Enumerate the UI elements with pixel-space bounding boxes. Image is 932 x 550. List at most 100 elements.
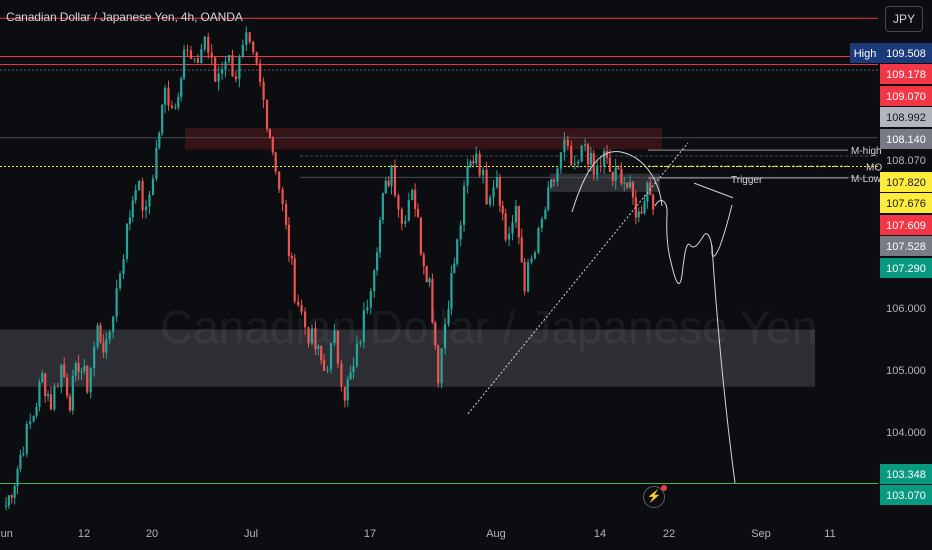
candle-body xyxy=(400,209,403,224)
candle-body xyxy=(35,406,38,417)
candle-body xyxy=(589,153,592,165)
candle-body xyxy=(540,218,544,228)
candle-body xyxy=(440,348,443,384)
candle-body xyxy=(56,386,59,388)
candle-body xyxy=(422,254,425,266)
candle-body xyxy=(22,453,25,456)
price-axis-label xyxy=(880,172,932,192)
candle-body xyxy=(200,49,203,63)
candle-body xyxy=(431,278,434,323)
price-axis-label xyxy=(880,215,932,235)
candle-body xyxy=(245,32,248,45)
candle-body xyxy=(112,316,115,333)
candle-body xyxy=(626,182,629,188)
price-axis-label xyxy=(880,64,932,84)
candle-body xyxy=(115,288,118,317)
candle-body xyxy=(151,178,155,195)
candle-body xyxy=(634,197,637,218)
candle-body xyxy=(217,73,220,82)
candle-body xyxy=(419,217,422,255)
candle-body xyxy=(128,217,131,224)
candle-body xyxy=(68,396,72,411)
projection-path xyxy=(654,200,733,285)
axis-label-tag xyxy=(850,43,880,63)
candle-body xyxy=(214,57,217,82)
x-tick-label: Jul xyxy=(244,528,258,540)
candle-body xyxy=(466,166,469,186)
candle-body xyxy=(322,360,326,371)
annotation-trigger: Trigger xyxy=(731,175,763,186)
x-tick-label: Aug xyxy=(486,528,506,540)
candle-body xyxy=(10,495,13,498)
candle-body xyxy=(125,223,129,259)
price-axis-label-text: 109.508 xyxy=(886,48,926,60)
candle-body xyxy=(623,182,626,184)
candle-body xyxy=(608,157,612,173)
candle-body xyxy=(577,161,580,164)
price-axis-label xyxy=(880,193,932,213)
price-axis-label xyxy=(880,86,932,106)
candle-body xyxy=(611,172,614,181)
candle-body xyxy=(193,58,196,60)
candle-body xyxy=(416,208,420,218)
price-axis-label xyxy=(880,129,932,149)
x-tick-label: 14 xyxy=(594,528,606,540)
candle-body xyxy=(32,416,35,422)
price-axis-label-text: 107.609 xyxy=(886,220,926,232)
symbol-title: Canadian Dollar / Japanese Yen, 4h, OAND… xyxy=(6,10,243,24)
candle-body xyxy=(437,345,440,384)
candle-body xyxy=(488,197,492,205)
annotation-mhigh: M-high xyxy=(851,146,882,157)
candle-body xyxy=(631,181,635,198)
candle-body xyxy=(390,164,393,186)
candle-body xyxy=(44,373,47,397)
candle-body xyxy=(74,363,77,377)
candle-body xyxy=(482,169,485,176)
candle-body xyxy=(38,382,41,407)
candle-body xyxy=(375,252,379,271)
candle-body xyxy=(284,204,288,225)
annotation-mo: MO xyxy=(866,162,882,173)
candle-body xyxy=(108,332,111,340)
price-axis-label-text: 107.820 xyxy=(886,177,926,189)
zone-supply xyxy=(185,128,662,150)
candle-body xyxy=(131,200,134,218)
axis-label-tag-text: High xyxy=(854,48,877,60)
candle-body xyxy=(86,365,89,393)
candle-body xyxy=(504,213,507,240)
candle-body xyxy=(434,322,437,346)
candle-body xyxy=(643,201,646,214)
candle-body xyxy=(274,152,277,172)
candle-body xyxy=(241,44,244,57)
candle-body xyxy=(238,56,241,79)
currency-button[interactable]: JPY xyxy=(885,6,923,32)
candle-body xyxy=(182,49,186,79)
candle-body xyxy=(19,455,22,469)
flash-icon[interactable]: ⚡ xyxy=(643,485,667,508)
candle-body xyxy=(414,189,417,209)
candle-body xyxy=(526,262,530,292)
candle-body xyxy=(144,206,148,211)
candle-body xyxy=(537,227,540,253)
price-axis-label-text: 109.070 xyxy=(886,91,926,103)
candle-body xyxy=(7,495,10,506)
candle-body xyxy=(89,368,92,393)
target-path xyxy=(711,244,736,484)
candle-body xyxy=(93,346,96,369)
candle-body xyxy=(498,176,501,206)
candle-body xyxy=(220,69,224,74)
candle-body xyxy=(99,325,102,343)
price-axis-label-text: 108.992 xyxy=(886,112,926,124)
candle-body xyxy=(393,164,397,196)
candle-body xyxy=(118,273,122,289)
price-axis-label-text: 107.528 xyxy=(886,241,926,253)
candle-body xyxy=(167,87,170,106)
candle-body xyxy=(544,209,547,219)
price-axis-label-text: 108.140 xyxy=(886,134,926,146)
candle-body xyxy=(384,180,387,194)
candle-body xyxy=(614,167,617,181)
candle-body xyxy=(53,386,56,410)
candle-body xyxy=(177,96,180,108)
candle-body xyxy=(507,233,511,240)
